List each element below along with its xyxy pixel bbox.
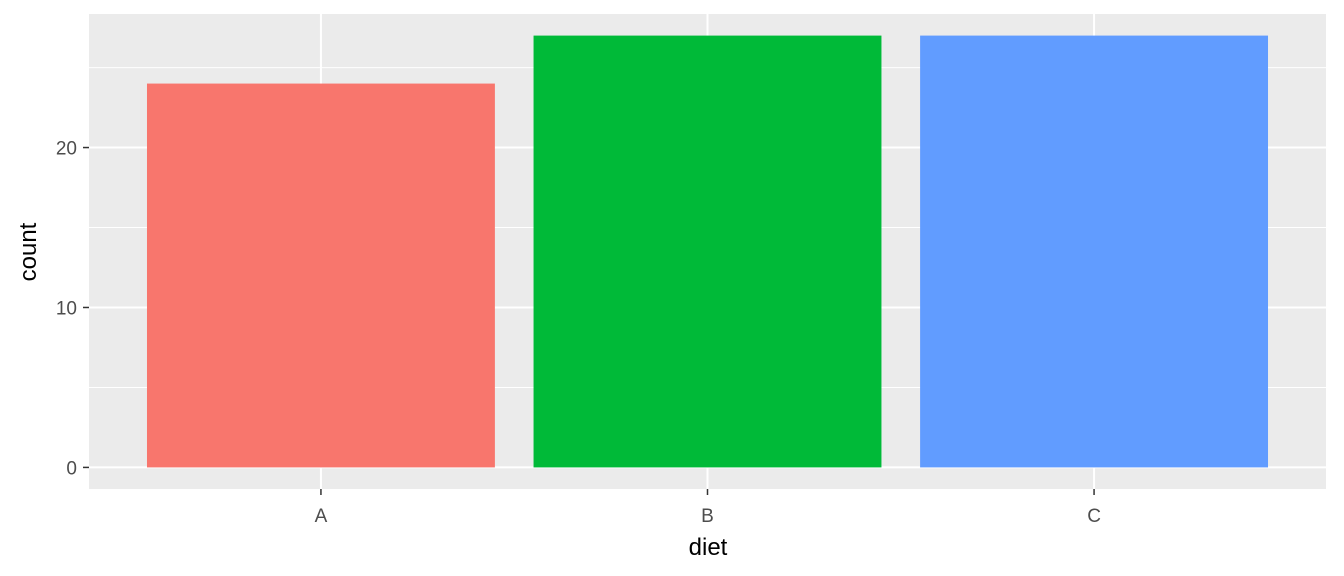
- bar-B: [533, 35, 882, 468]
- x-tick-label: B: [701, 506, 714, 527]
- x-axis-title: diet: [689, 534, 728, 561]
- x-tick-label: C: [1087, 506, 1101, 527]
- y-tick-label: 20: [56, 139, 77, 160]
- y-tick-label: 10: [56, 298, 77, 319]
- bar-A: [146, 83, 495, 468]
- bars: [146, 35, 1269, 468]
- bar-C: [920, 35, 1269, 468]
- y-axis: 0 10 20: [56, 139, 89, 479]
- y-tick-label: 0: [66, 458, 77, 479]
- x-axis: A B C: [315, 489, 1101, 527]
- x-tick-label: A: [315, 506, 328, 527]
- y-axis-title: count: [15, 222, 42, 281]
